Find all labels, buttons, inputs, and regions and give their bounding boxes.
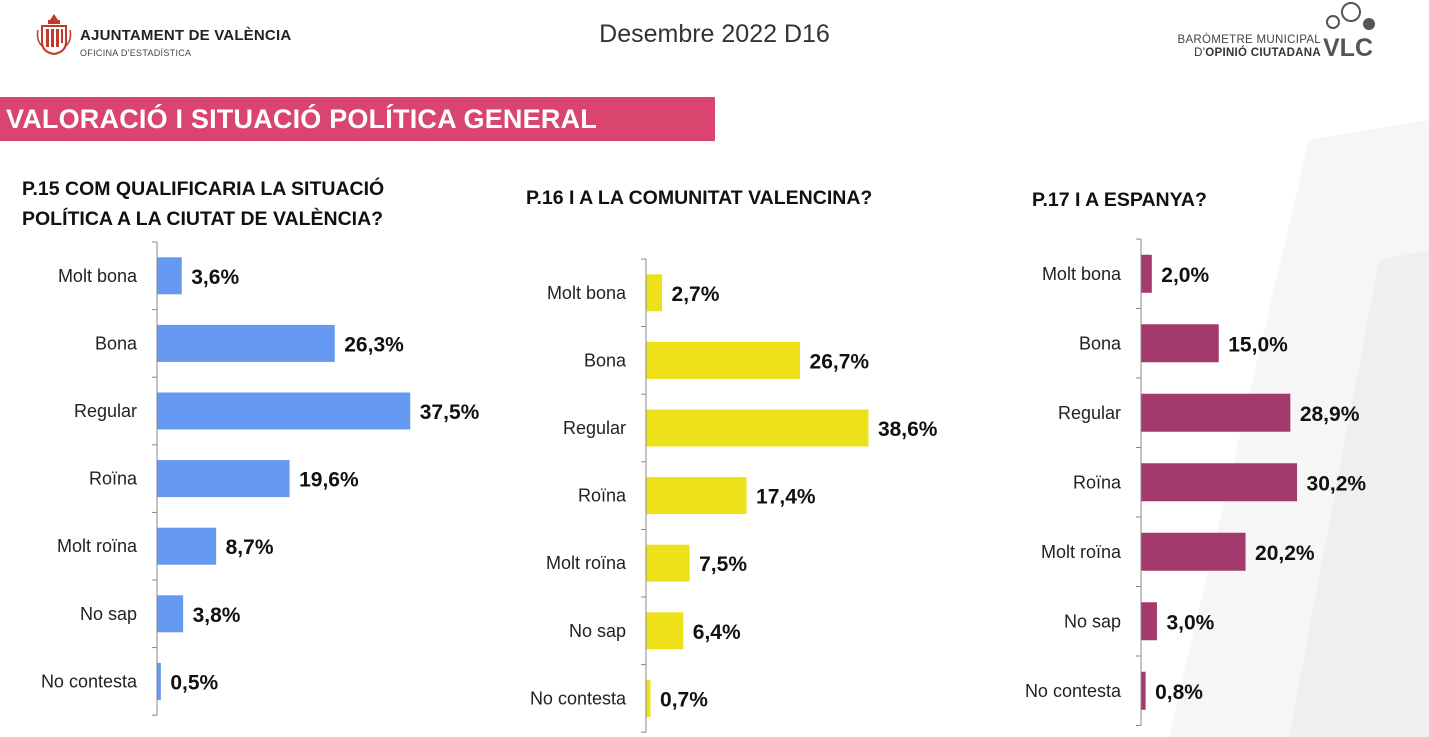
chart-2-bar [646,612,684,650]
chart-2-bar [646,341,801,379]
chart-1-value-label: 0,5% [170,671,218,694]
barometer-subtitle-bold: OPINIÓ CIUTADANA [1205,47,1321,59]
chart-2-category-label: No sap [569,621,626,641]
chart-1-title-line2: POLÍTICA A LA CIUTAT DE VALÈNCIA? [22,208,384,230]
chart-2-bar [646,544,690,582]
chart-2-bar [646,274,663,312]
chart-2-title-line1: P.16 I A LA COMUNITAT VALENCINA? [526,187,873,209]
barometer-subtitle-prefix: D' [1194,47,1206,59]
chart-1-category-label: Bona [95,333,138,353]
section-title: VALORACIÓ I SITUACIÓ POLÍTICA GENERAL [6,104,597,134]
chart-3-value-label: 0,8% [1155,681,1203,704]
chart-2-value-label: 7,5% [699,553,747,576]
chart-3-category-label: Bona [1079,333,1122,353]
chart-1-value-label: 19,6% [299,469,359,492]
chart-1-category-label: No sap [80,604,137,624]
chart-3-category-label: Regular [1058,403,1121,423]
chart-3-bar [1141,671,1146,710]
chart-1-title: P.15 COM QUALIFICARIA LA SITUACIÓ POLÍTI… [22,174,442,234]
chart-3-value-label: 28,9% [1300,403,1360,426]
chart-3-category-label: Molt bona [1042,264,1122,284]
chart-2-value-label: 6,4% [693,621,741,644]
chart-1-value-label: 8,7% [226,536,274,559]
chart-3-title-line1: P.17 I A ESPANYA? [1032,189,1207,211]
chart-1-bar [157,460,290,498]
chart-1-bar [157,662,161,700]
chart-2-bar [646,409,869,447]
chart-3-bar [1141,324,1219,363]
vlc-logo-text: VLC [1323,34,1373,62]
chart-2-category-label: Molt roïna [546,553,627,573]
chart-3-bar [1141,532,1246,571]
chart-3-value-label: 3,0% [1166,611,1214,634]
chart-3-value-label: 2,0% [1161,264,1209,287]
chart-3-bar [1141,602,1157,641]
chart-3-value-label: 30,2% [1307,472,1367,495]
chart-3-bar [1141,463,1298,502]
chart-3-category-label: Molt roïna [1041,542,1122,562]
barometer-subtitle: D'OPINIÓ CIUTADANA [1194,47,1321,59]
chart-1-value-label: 3,6% [191,266,239,289]
chart-1-title-line1: P.15 COM QUALIFICARIA LA SITUACIÓ [22,178,385,200]
barometer-vlc-logo: VLC [1323,2,1375,62]
section-banner: VALORACIÓ I SITUACIÓ POLÍTICA GENERAL [0,97,715,141]
org-subtitle: OFICINA D'ESTADÍSTICA [80,48,192,58]
chart-2-category-label: No contesta [530,688,627,708]
chart-2-category-label: Molt bona [547,283,627,303]
chart-3-value-label: 15,0% [1228,333,1288,356]
chart-1-bar [157,324,335,362]
chart-3-category-label: No sap [1064,611,1121,631]
chart-1-bar [157,595,184,633]
chart-1-value-label: 3,8% [193,604,241,627]
chart-1-category-label: Molt roïna [57,536,138,556]
chart-2-category-label: Bona [584,350,627,370]
chart-1-category-label: Regular [74,401,137,421]
barometer-title: BARÒMETRE MUNICIPAL [1177,34,1321,46]
chart-1-value-label: 26,3% [344,333,404,356]
chart-2-bar [646,679,651,717]
chart-1-bar [157,527,217,565]
chart-2-value-label: 26,7% [810,350,870,373]
chart-2-bar [646,477,747,515]
chart-2-value-label: 38,6% [878,418,938,441]
chart-1-category-label: Roïna [89,469,138,489]
chart-3-title: P.17 I A ESPANYA? [1032,185,1412,215]
chart-3-bar [1141,393,1291,432]
chart-2-category-label: Regular [563,418,626,438]
chart-1-category-label: No contesta [41,671,138,691]
chart-2-value-label: 0,7% [660,688,708,711]
page-title: Desembre 2022 D16 [599,20,830,48]
chart-3-category-label: No contesta [1025,681,1122,701]
chart-3-bar [1141,254,1152,293]
chart-2-category-label: Roïna [578,486,627,506]
city-coat-of-arms-logo [36,14,72,56]
chart-2-value-label: 2,7% [672,283,720,306]
chart-1-category-label: Molt bona [58,266,138,286]
chart-2-title: P.16 I A LA COMUNITAT VALENCINA? [526,183,946,213]
page-header: AJUNTAMENT DE VALÈNCIA OFICINA D'ESTADÍS… [0,0,1429,90]
chart-2-value-label: 17,4% [756,486,816,509]
chart-1-bar [157,257,182,295]
org-name: AJUNTAMENT DE VALÈNCIA [80,27,292,44]
chart-1-value-label: 37,5% [420,401,480,424]
chart-1-bar [157,392,411,430]
chart-3-category-label: Roïna [1073,472,1122,492]
chart-3-value-label: 20,2% [1255,542,1315,565]
